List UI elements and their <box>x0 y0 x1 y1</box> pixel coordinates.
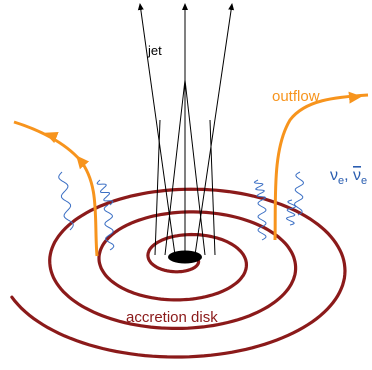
diagram: jet outflow accretion disk νe, νe <box>0 0 372 370</box>
neutrino-wave <box>59 172 74 230</box>
nu: ν <box>330 167 338 184</box>
neutrino-wave <box>295 172 304 215</box>
separator: , <box>344 167 353 184</box>
neutrino-wave <box>97 180 113 205</box>
antinu-flavor: e <box>361 175 367 187</box>
outflow-left <box>14 122 97 256</box>
page: jet outflow accretion disk νe, νe (() =>… <box>0 0 372 370</box>
neutrino-label: νe, νe <box>330 167 367 187</box>
jet-line <box>155 120 160 255</box>
jet-line <box>210 120 215 255</box>
antinu: ν <box>353 167 361 184</box>
jet-line <box>185 80 205 255</box>
neutrino-wave <box>258 200 266 240</box>
jet-line <box>165 80 185 255</box>
outflow-label: outflow <box>272 88 320 105</box>
accretion-disk-label: accretion disk <box>126 309 218 326</box>
jet-label: jet <box>147 43 162 58</box>
outflows <box>14 95 368 256</box>
